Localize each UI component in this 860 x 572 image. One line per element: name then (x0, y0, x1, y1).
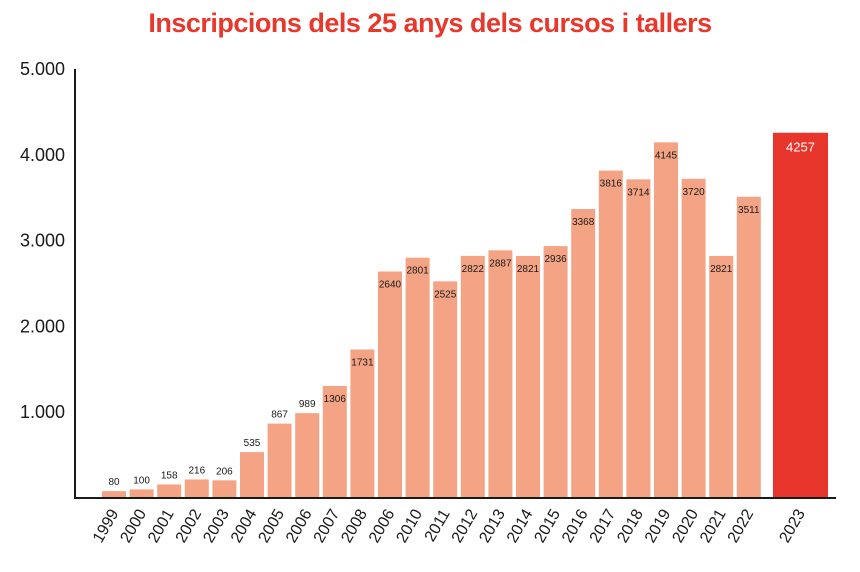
value-label: 3368 (572, 217, 595, 228)
y-tick-label: 2.000 (20, 316, 65, 336)
value-label: 2887 (489, 258, 512, 269)
value-label: 100 (133, 475, 150, 486)
bar (626, 179, 651, 498)
x-tick-label: 2008 (338, 506, 371, 545)
value-label: 3720 (682, 187, 705, 198)
x-tick-label: 2004 (228, 506, 261, 545)
x-tick-label: 2006 (283, 506, 316, 545)
y-tick-label: 4.000 (20, 145, 65, 165)
bar (129, 489, 154, 498)
bar (405, 257, 430, 498)
value-label: 1731 (351, 357, 374, 368)
x-tick-label: 2013 (476, 506, 509, 545)
value-label: 2821 (710, 264, 733, 275)
bar (598, 170, 623, 498)
bar (460, 255, 485, 498)
bar (240, 452, 264, 498)
value-label: 80 (108, 477, 120, 488)
x-tick-label: 2022 (725, 506, 758, 545)
y-tick-label: 1.000 (20, 402, 65, 422)
bar (773, 132, 828, 499)
value-label: 989 (299, 399, 316, 410)
y-axis-ticks: 1.000 2.000 3.000 4.000 5.000 (20, 59, 65, 422)
value-label: 3816 (600, 179, 623, 190)
bar (295, 413, 320, 498)
x-tick-label: 2007 (311, 506, 344, 545)
value-label: 2822 (462, 264, 485, 275)
x-tick-label: 1999 (90, 506, 123, 545)
x-tick-label: 2001 (145, 506, 178, 545)
bar (516, 255, 540, 498)
x-tick-label: 2000 (118, 506, 151, 545)
bar (736, 196, 761, 498)
bar (654, 142, 678, 498)
value-label: 4145 (655, 150, 678, 161)
value-label: 535 (244, 438, 261, 449)
value-label: 2640 (379, 279, 402, 290)
bar (709, 255, 734, 498)
y-tick-label: 3.000 (20, 231, 65, 251)
value-label: 3714 (627, 187, 650, 198)
chart-title: Inscripcions dels 25 anys dels cursos i … (148, 8, 712, 38)
bar (350, 349, 375, 498)
bar (102, 491, 126, 498)
value-label: 158 (161, 470, 178, 481)
y-tick-label: 5.000 (20, 59, 65, 79)
bar (267, 423, 292, 498)
value-label: 1306 (324, 394, 347, 405)
bar (571, 209, 596, 498)
bar (681, 178, 706, 498)
bar (322, 385, 347, 498)
value-label: 4257 (786, 140, 815, 155)
x-tick-label: 2020 (670, 506, 703, 545)
x-tick-label: 2019 (642, 506, 675, 545)
x-tick-label: 2021 (697, 506, 730, 545)
bar (184, 479, 209, 498)
bar (378, 271, 402, 498)
bars (102, 132, 828, 499)
x-tick-label: 2010 (394, 506, 427, 545)
x-tick-label: 2017 (587, 506, 620, 545)
value-label: 3511 (738, 205, 760, 216)
value-label: 2936 (544, 254, 567, 265)
x-tick-label: 2005 (256, 506, 289, 545)
x-tick-label: 2016 (559, 506, 592, 545)
x-tick-label: 2003 (200, 506, 233, 545)
value-label: 2801 (406, 266, 429, 277)
value-label: 2525 (434, 289, 457, 300)
x-axis-ticks: 1999200020012002200320042005200620072008… (90, 506, 809, 545)
bar (433, 281, 458, 498)
value-label: 206 (216, 466, 233, 477)
bar (157, 484, 182, 498)
x-tick-label: 2012 (449, 506, 482, 545)
value-label: 216 (188, 465, 205, 476)
bar (488, 250, 513, 498)
x-tick-label: 2002 (173, 506, 206, 545)
bar (543, 246, 568, 498)
x-tick-label: 2015 (532, 506, 565, 545)
value-labels: 80 100 158 216 206 535 867 989 1306 1731 2640 2801 2… (108, 140, 815, 488)
x-tick-label: 2006 (366, 506, 399, 545)
x-tick-label: 2018 (614, 506, 647, 545)
bar (212, 480, 237, 498)
value-label: 867 (271, 410, 288, 421)
x-tick-label: 2014 (504, 506, 537, 545)
x-tick-label: 2011 (422, 506, 454, 544)
x-tick-label: 2023 (776, 506, 809, 545)
value-label: 2821 (517, 264, 540, 275)
